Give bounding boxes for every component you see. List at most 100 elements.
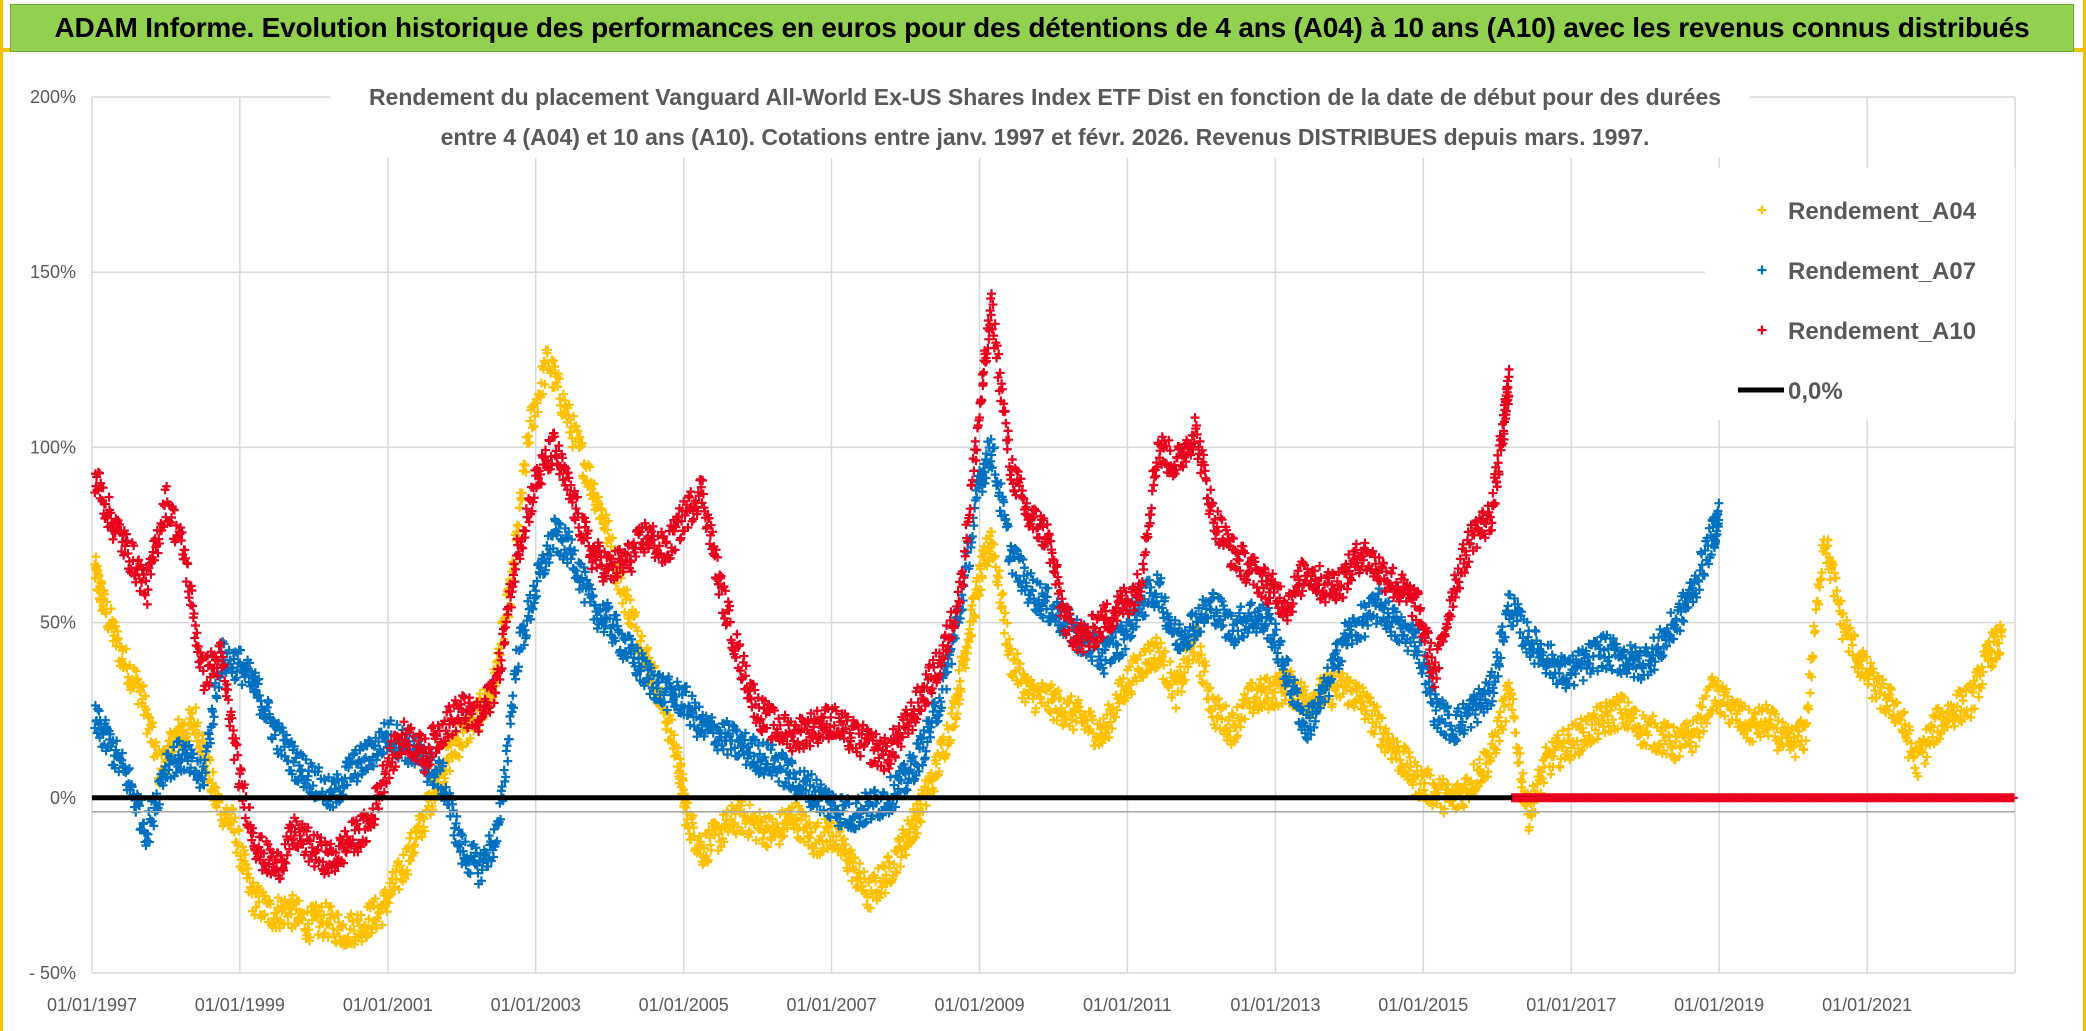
point-a04 (1684, 733, 1694, 743)
point-a04 (148, 718, 158, 728)
point-a07 (503, 756, 513, 766)
point-a04 (1179, 668, 1189, 678)
point-a04 (895, 862, 905, 872)
point-a04 (1004, 634, 1014, 644)
point-a04 (626, 620, 636, 630)
point-a07 (508, 691, 518, 701)
point-a04 (1286, 666, 1296, 676)
point-a04 (1417, 771, 1427, 781)
point-a04 (1371, 717, 1381, 727)
point-a04 (356, 910, 366, 920)
point-a04 (1386, 739, 1396, 749)
point-a04 (525, 416, 535, 426)
point-a04 (353, 915, 363, 925)
point-a04 (745, 800, 755, 810)
point-a04 (1438, 774, 1448, 784)
point-a07 (1360, 632, 1370, 642)
point-a04 (311, 900, 321, 910)
point-a04 (1704, 682, 1714, 692)
point-a04 (304, 925, 314, 935)
point-a04 (1720, 711, 1730, 721)
point-a04 (989, 539, 999, 549)
point-a04 (1247, 678, 1257, 688)
point-a04 (191, 703, 201, 713)
point-a04 (745, 828, 755, 838)
point-a04 (112, 635, 122, 645)
point-a04 (967, 630, 977, 640)
point-a04 (1236, 722, 1246, 732)
point-a04 (1588, 736, 1598, 746)
point-a07 (1503, 601, 1513, 611)
point-a04 (1201, 661, 1211, 671)
point-a04 (1015, 659, 1025, 669)
point-a04 (382, 907, 392, 917)
point-a04 (1300, 682, 1310, 692)
point-a04 (1099, 735, 1109, 745)
point-a07 (501, 772, 511, 782)
point-a04 (1053, 686, 1063, 696)
point-a04 (960, 663, 970, 673)
point-a04 (138, 681, 148, 691)
point-a04 (809, 843, 819, 853)
point-a04 (100, 589, 110, 599)
point-a04 (121, 644, 131, 654)
point-a04 (458, 728, 468, 738)
point-a04 (394, 884, 404, 894)
point-a04 (1377, 713, 1387, 723)
point-a04 (1088, 715, 1098, 725)
point-a04 (941, 749, 951, 759)
point-a04 (1156, 638, 1166, 648)
point-a04 (1197, 677, 1207, 687)
point-a04 (1121, 693, 1131, 703)
point-a04 (1347, 686, 1357, 696)
point-a04 (1381, 724, 1391, 734)
point-a04 (977, 573, 987, 583)
point-a04 (589, 479, 599, 489)
point-a04 (1556, 754, 1566, 764)
point-a04 (1059, 719, 1069, 729)
point-a04 (440, 773, 450, 783)
point-a04 (1221, 701, 1231, 711)
point-a04 (1578, 727, 1588, 737)
point-a04 (983, 556, 993, 566)
point-a04 (620, 607, 630, 617)
point-a04 (850, 852, 860, 862)
point-a04 (1242, 698, 1252, 708)
point-a04 (926, 768, 936, 778)
point-a04 (1117, 681, 1127, 691)
point-a04 (1459, 802, 1469, 812)
point-a04 (862, 892, 872, 902)
point-a04 (1778, 741, 1788, 751)
point-a04 (744, 826, 754, 836)
point-a04 (608, 533, 618, 543)
frame-corner-right (2072, 48, 2086, 52)
point-a04 (517, 488, 527, 498)
point-a04 (245, 873, 255, 883)
point-a04 (1623, 697, 1633, 707)
point-a04 (946, 735, 956, 745)
point-a07 (942, 684, 952, 694)
point-a04 (1788, 742, 1798, 752)
point-a07 (1236, 602, 1246, 612)
point-a04 (1530, 808, 1540, 818)
point-a04 (540, 379, 550, 389)
point-a04 (990, 551, 1000, 561)
point-a04 (1515, 748, 1525, 758)
point-a04 (454, 752, 464, 762)
point-a07 (1233, 626, 1243, 636)
point-a04 (1125, 661, 1135, 671)
point-a04 (174, 715, 184, 725)
point-a04 (1375, 722, 1385, 732)
point-a04 (1620, 705, 1630, 715)
point-a04 (1666, 742, 1676, 752)
point-a04 (364, 914, 374, 924)
point-a04 (1667, 743, 1677, 753)
point-a04 (443, 757, 453, 767)
point-a04 (1500, 692, 1510, 702)
point-a04 (91, 552, 101, 562)
point-a04 (1412, 761, 1422, 771)
point-a04 (560, 396, 570, 406)
point-a04 (932, 771, 942, 781)
point-a04 (417, 832, 427, 842)
point-a04 (912, 829, 922, 839)
